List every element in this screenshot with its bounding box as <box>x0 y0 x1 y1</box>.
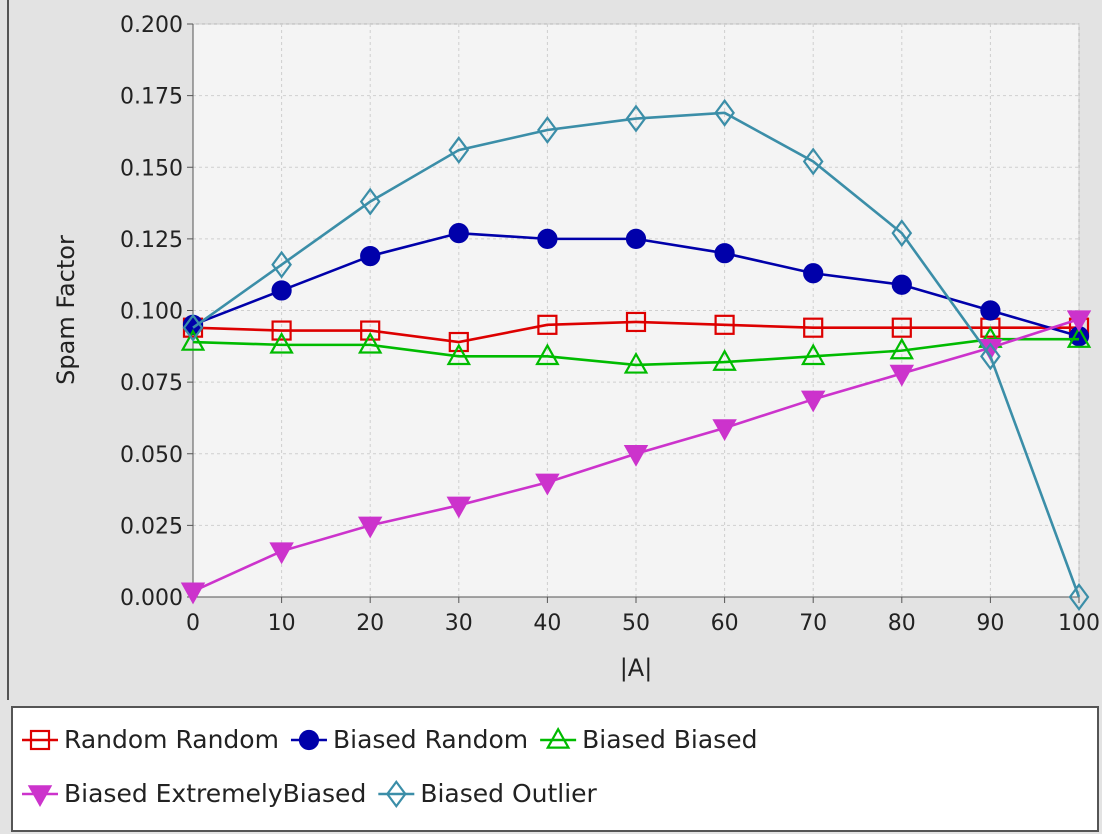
data-point-biased-biased <box>357 331 383 354</box>
data-point-biased-extremelybiased <box>1066 310 1092 333</box>
legend-item-biased-random: Biased Random <box>290 725 528 754</box>
legend-marker <box>29 729 51 751</box>
y-tick-label: 0.025 <box>120 514 183 539</box>
data-point-biased-biased <box>800 343 826 366</box>
data-point-biased-outlier <box>537 116 558 145</box>
legend-label: Biased Biased <box>582 725 757 754</box>
data-point-random-random <box>625 311 647 333</box>
data-point-biased-extremelybiased <box>712 419 737 442</box>
data-point-biased-extremelybiased <box>357 516 383 539</box>
legend-label: Biased Outlier <box>420 779 597 808</box>
legend-marker <box>385 780 407 808</box>
x-tick-label: 60 <box>711 611 739 636</box>
data-point-biased-extremelybiased <box>446 496 472 519</box>
data-point-biased-biased <box>269 331 294 354</box>
data-point-biased-biased <box>1066 326 1092 348</box>
legend-item-biased-extremelybiased: Biased ExtremelyBiased <box>22 779 366 808</box>
data-point-biased-random <box>891 274 912 295</box>
data-point-biased-outlier <box>448 136 470 165</box>
y-tick-label: 0.125 <box>120 228 183 253</box>
y-axis-title: Spam Factor <box>52 235 80 385</box>
data-point-biased-biased <box>623 351 649 374</box>
x-tick-label: 40 <box>533 611 561 636</box>
data-point-biased-outlier <box>891 219 913 248</box>
x-tick-label: 20 <box>356 611 384 636</box>
x-tick-label: 100 <box>1058 611 1100 636</box>
legend: Random Random Biased Random Biased Biased B… <box>22 725 757 808</box>
legend-item-random-random: Random Random <box>22 725 279 754</box>
data-point-biased-random <box>980 300 1001 321</box>
data-point-biased-random <box>714 243 735 264</box>
data-point-random-random <box>537 314 558 335</box>
legend-label: Biased Random <box>333 725 528 754</box>
legend-label: Biased ExtremelyBiased <box>64 779 366 808</box>
data-point-biased-outlier <box>271 250 292 279</box>
data-point-biased-outlier <box>980 342 1001 371</box>
x-tick-label: 90 <box>976 611 1004 636</box>
data-point-biased-outlier <box>625 104 647 133</box>
data-point-biased-extremelybiased <box>535 473 560 496</box>
data-point-biased-outlier <box>359 187 381 216</box>
series-biased-biased <box>180 326 1092 374</box>
legend-marker <box>298 729 320 751</box>
data-point-random-random <box>803 317 824 338</box>
data-point-biased-extremelybiased <box>623 445 649 467</box>
legend-item-biased-outlier: Biased Outlier <box>378 779 598 808</box>
data-point-biased-biased <box>889 337 915 360</box>
y-tick-label: 0.150 <box>120 156 183 181</box>
data-point-biased-biased <box>180 328 206 351</box>
data-point-biased-biased <box>446 343 472 366</box>
legend-marker <box>545 726 571 749</box>
x-tick-label: 10 <box>268 611 296 636</box>
legend-marker <box>27 785 53 808</box>
data-point-biased-outlier <box>182 313 204 342</box>
y-tick-label: 0.000 <box>120 586 183 611</box>
data-point-biased-outlier <box>714 98 735 127</box>
y-tick-label: 0.200 <box>120 13 183 38</box>
data-point-biased-extremelybiased <box>180 582 206 605</box>
data-point-biased-biased <box>712 349 737 371</box>
x-tick-label: 30 <box>445 611 473 636</box>
x-tick-label: 50 <box>622 611 650 636</box>
data-point-biased-random <box>625 228 647 249</box>
data-point-random-random <box>360 320 381 341</box>
legend-label: Random Random <box>64 725 279 754</box>
series-line-biased-outlier <box>192 111 1081 598</box>
x-axis-title: |A| <box>620 654 653 682</box>
y-tick-label: 0.100 <box>120 300 183 325</box>
x-tick-label: 80 <box>888 611 916 636</box>
y-tick-label: 0.175 <box>120 85 183 110</box>
data-point-biased-extremelybiased <box>889 364 915 387</box>
data-point-biased-random <box>448 223 469 244</box>
data-point-random-random <box>714 314 735 335</box>
data-point-biased-random <box>803 263 824 284</box>
data-point-random-random <box>891 317 912 338</box>
series-biased-outlier <box>182 98 1090 611</box>
data-point-biased-random <box>537 228 558 249</box>
data-point-biased-extremelybiased <box>800 390 826 413</box>
series-line-random-random <box>192 320 1079 344</box>
y-tick-label: 0.075 <box>120 371 183 396</box>
data-point-biased-extremelybiased <box>269 542 294 565</box>
legend-box <box>11 706 1099 832</box>
x-tick-label: 0 <box>186 611 200 636</box>
series-lines <box>180 98 1092 611</box>
series-line-biased-biased <box>192 337 1079 367</box>
series-biased-random <box>182 223 1090 347</box>
series-biased-extremelybiased <box>180 310 1092 605</box>
axes: 0.000 0.025 0.050 0.075 0.100 0.125 0.150 0.175… <box>120 13 1100 636</box>
data-point-biased-random <box>360 245 381 267</box>
y-tick-label: 0.050 <box>120 443 183 468</box>
data-point-biased-biased <box>535 343 560 366</box>
legend-item-biased-biased: Biased Biased <box>540 725 757 754</box>
data-point-random-random <box>271 320 292 341</box>
data-point-biased-outlier <box>1068 583 1090 611</box>
series-random-random <box>182 311 1090 353</box>
data-point-biased-outlier <box>802 147 824 176</box>
data-point-biased-random <box>271 280 292 301</box>
data-point-random-random <box>448 331 469 353</box>
x-tick-label: 70 <box>799 611 827 636</box>
